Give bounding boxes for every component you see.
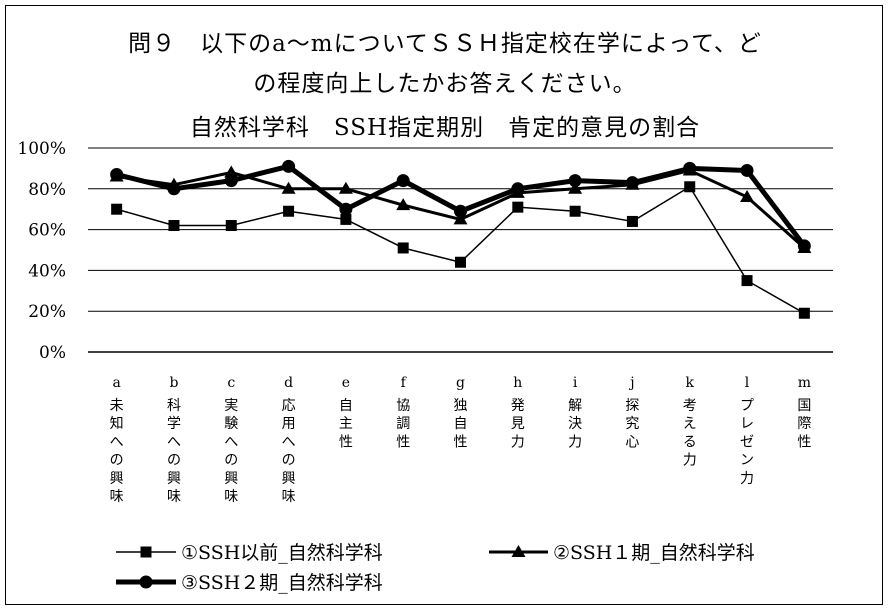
x-category-label: プレゼン力 xyxy=(740,398,754,487)
chart-frame xyxy=(5,5,883,605)
series-2-point xyxy=(453,212,468,225)
series-1-point xyxy=(225,220,237,232)
series-2-point xyxy=(568,181,583,194)
y-tick-label: 40% xyxy=(28,261,66,281)
legend-marker-3 xyxy=(139,575,153,589)
x-category-letter: m xyxy=(798,375,811,391)
x-category-label: 探究心 xyxy=(625,398,639,450)
x-category-letter: a xyxy=(112,375,120,391)
series-3-point xyxy=(454,204,467,218)
series-1-point xyxy=(397,242,409,254)
y-tick-label: 80% xyxy=(28,180,66,200)
series-2-point xyxy=(338,181,353,194)
series-2-point xyxy=(224,165,239,178)
series-3-point xyxy=(224,174,238,188)
series-1-point xyxy=(569,205,581,217)
x-category-label: 協調性 xyxy=(396,398,410,450)
y-tick-label: 0% xyxy=(39,343,66,363)
series-3-point xyxy=(625,176,639,190)
x-category-label: 解決力 xyxy=(568,398,582,450)
chart-title-line-3: 自然科学科 SSH指定期別 肯定的意見の割合 xyxy=(189,115,701,141)
x-category-label: 独自性 xyxy=(454,398,468,450)
x-category-letter: j xyxy=(628,375,634,391)
y-tick-label: 60% xyxy=(28,221,66,241)
legend-marker-1 xyxy=(140,546,152,558)
legend-label-3: ③SSH２期_自然科学科 xyxy=(181,572,383,594)
series-1-point xyxy=(626,215,638,227)
x-category-letter: c xyxy=(227,375,235,391)
legend-label-2: ②SSH１期_自然科学科 xyxy=(553,542,755,564)
x-category-label: 実験への興味 xyxy=(224,398,238,505)
series-1-point xyxy=(340,213,352,225)
x-category-letter: l xyxy=(745,375,750,391)
series-3-point xyxy=(339,202,353,216)
legend-marker-2 xyxy=(511,545,526,557)
series-1-point xyxy=(455,256,466,268)
x-category-letter: b xyxy=(169,375,178,391)
series-1-point xyxy=(798,307,810,319)
chart-title-line-1: 問９ 以下のa～mについてＳＳＨ指定校在学によって、ど xyxy=(128,31,762,57)
series-1-point xyxy=(283,205,295,217)
series-3-point xyxy=(167,182,181,196)
x-category-label: 考える力 xyxy=(683,398,697,469)
chart-title-line-2: の程度向上したかお答えください。 xyxy=(253,71,637,97)
x-category-letter: e xyxy=(342,375,350,391)
series-3-point xyxy=(568,174,582,188)
series-1-point xyxy=(741,275,753,287)
x-category-label: 応用への興味 xyxy=(282,398,296,505)
series-2-point xyxy=(281,181,296,194)
x-category-letter: g xyxy=(456,375,465,391)
series-1-point xyxy=(684,181,696,193)
x-category-label: 未知への興味 xyxy=(110,398,124,505)
series-3-point xyxy=(683,161,697,175)
series-2-point xyxy=(396,198,411,211)
series-1-point xyxy=(512,201,524,213)
y-tick-label: 100% xyxy=(17,139,66,159)
x-category-letter: k xyxy=(685,375,694,391)
x-category-letter: d xyxy=(284,375,293,391)
x-category-label: 自主性 xyxy=(339,398,353,450)
legend-label-1: ①SSH以前_自然科学科 xyxy=(181,542,383,564)
x-category-label: 科学への興味 xyxy=(167,398,181,505)
x-category-label: 国際性 xyxy=(797,398,811,450)
series-2-point xyxy=(740,189,755,202)
series-3-point xyxy=(110,168,124,182)
series-3-point xyxy=(511,182,525,196)
series-3-point xyxy=(282,159,296,173)
series-3-point xyxy=(396,174,410,188)
x-category-letter: h xyxy=(513,375,522,391)
series-3-point xyxy=(740,163,754,177)
series-3-point xyxy=(797,239,811,253)
x-category-letter: i xyxy=(573,375,578,391)
series-1-point xyxy=(168,220,180,232)
series-1-point xyxy=(111,203,123,215)
y-tick-label: 20% xyxy=(28,302,66,322)
x-category-label: 発見力 xyxy=(511,398,525,450)
x-category-letter: f xyxy=(401,375,408,391)
